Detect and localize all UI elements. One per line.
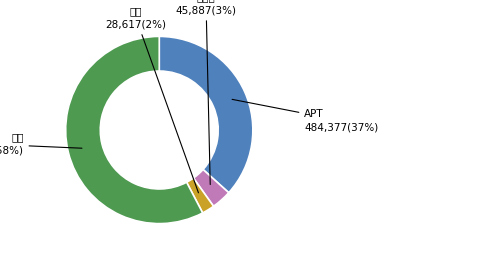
Text: APT
484,377(37%): APT 484,377(37%) bbox=[232, 99, 379, 132]
Wedge shape bbox=[159, 36, 253, 193]
Wedge shape bbox=[66, 36, 203, 224]
Text: 膔立
28,617(2%): 膔立 28,617(2%) bbox=[105, 6, 198, 193]
Wedge shape bbox=[194, 170, 229, 206]
Text: 単独
761,600(58%): 単独 761,600(58%) bbox=[0, 132, 82, 156]
Text: 多世帯
45,887(3%): 多世帯 45,887(3%) bbox=[175, 0, 237, 185]
Wedge shape bbox=[187, 178, 214, 213]
